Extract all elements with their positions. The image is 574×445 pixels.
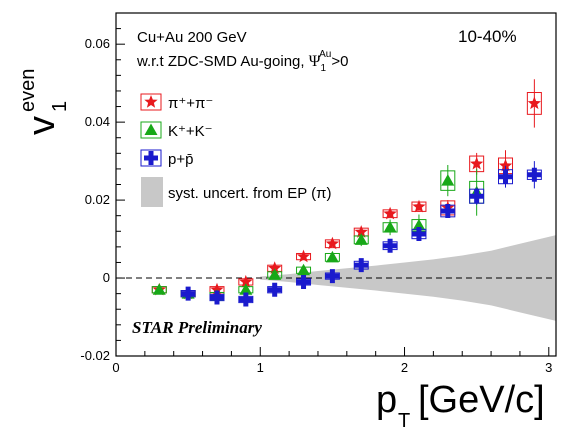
data-point	[469, 189, 484, 204]
data-point	[354, 225, 368, 238]
data-point	[268, 268, 282, 280]
y-tick-label: 0.06	[85, 36, 110, 51]
y-tick-label: 0.04	[85, 114, 110, 129]
data-point	[238, 292, 253, 307]
reference-tail: >0	[331, 53, 348, 70]
data-point	[527, 167, 542, 182]
data-point	[412, 199, 426, 213]
y-axis-title-sub: 1	[49, 101, 71, 112]
legend: π⁺+π⁻ K⁺+K⁻ p+p̄ syst. uncert. from EP (π)	[140, 93, 331, 207]
x-tick-label: 2	[401, 360, 408, 375]
legend-entry: syst. uncert. from EP (π)	[141, 177, 331, 207]
legend-label: syst. uncert. from EP (π)	[168, 185, 331, 202]
legend-box	[140, 121, 162, 139]
x-axis-title-sub: T	[398, 410, 410, 432]
data-point	[239, 283, 253, 295]
data-point	[383, 220, 397, 233]
y-axis-title-sup: even	[17, 69, 39, 112]
data-point	[470, 156, 484, 170]
psi-subscript: 1	[321, 63, 327, 74]
data-point	[152, 283, 166, 295]
data-point	[354, 233, 368, 245]
data-point	[354, 258, 369, 273]
data-point	[325, 236, 340, 250]
data-point	[239, 274, 253, 288]
legend-label: K⁺+K⁻	[168, 123, 213, 140]
data-point	[296, 274, 311, 289]
legend-box	[140, 149, 162, 167]
x-axis-title: p T [GeV/c]	[376, 379, 545, 432]
x-tick-label: 3	[545, 360, 552, 375]
legend-entry: π⁺+π⁻	[140, 93, 213, 112]
series-cross	[180, 161, 542, 307]
data-point	[268, 261, 282, 274]
x-axis-title-p: p	[376, 379, 397, 421]
y-axis-title-v: v	[21, 116, 63, 135]
centrality-label: 10-40%	[458, 27, 517, 46]
legend-box	[140, 93, 162, 111]
legend-label: π⁺+π⁻	[168, 95, 213, 112]
data-point	[440, 204, 455, 219]
psi-superscript: Au	[319, 49, 331, 60]
legend-marker	[144, 95, 158, 108]
legend-entry: p+p̄	[140, 149, 193, 168]
data-point	[267, 282, 282, 297]
x-tick-label: 1	[257, 360, 264, 375]
data-point	[181, 286, 196, 301]
legend-entry: K⁺+K⁻	[140, 121, 213, 140]
data-point	[297, 263, 311, 276]
data-point	[498, 158, 513, 172]
data-point	[325, 269, 340, 284]
system-label: Cu+Au 200 GeV	[137, 29, 247, 46]
data-point	[498, 169, 513, 184]
data-point	[209, 290, 224, 305]
legend-band-swatch	[141, 177, 163, 207]
data-point	[325, 250, 339, 263]
legend-label: p+p̄	[168, 151, 193, 168]
data-layer	[151, 79, 542, 307]
y-tick-label: 0.02	[85, 192, 110, 207]
x-tick-label: 0	[112, 360, 119, 375]
data-point	[383, 238, 398, 253]
data-point	[412, 218, 426, 231]
data-point	[296, 249, 311, 263]
y-tick-label: 0	[103, 270, 110, 285]
data-point	[527, 96, 541, 110]
psi-symbol: Ψ	[309, 53, 321, 70]
data-point	[411, 227, 426, 242]
legend-marker	[144, 123, 158, 135]
legend-marker	[144, 151, 158, 165]
data-point	[383, 206, 397, 220]
x-axis-title-units: [GeV/c]	[418, 379, 545, 421]
data-point	[210, 282, 224, 296]
data-point	[441, 174, 455, 186]
preliminary-label: STAR Preliminary	[132, 318, 262, 337]
y-axis-title: v 1 even	[17, 69, 71, 135]
reference-label: w.r.t ZDC-SMD Au-going, Ψ1Au>0	[136, 49, 348, 74]
y-tick-label: -0.02	[80, 348, 110, 363]
